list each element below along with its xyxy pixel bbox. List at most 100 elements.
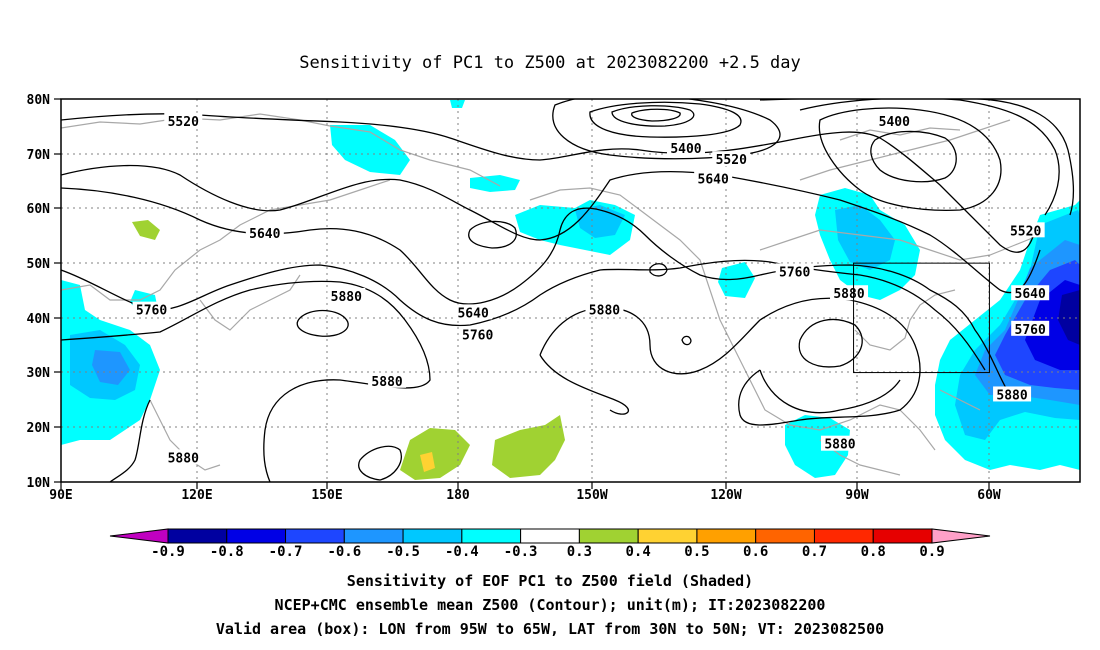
lon-tick-label: 150E bbox=[311, 488, 342, 503]
contour-label: 5880 bbox=[824, 438, 855, 453]
contour-label: 5760 bbox=[779, 265, 810, 280]
colorbar-swatch bbox=[520, 528, 580, 544]
contour-closed-2 bbox=[468, 220, 517, 249]
shade-green-3 bbox=[492, 415, 565, 478]
contour-label-bg bbox=[875, 112, 914, 128]
contour-label-bg bbox=[245, 225, 284, 241]
contour-5400-arctic bbox=[589, 101, 742, 138]
colorbar-label: -0.9 bbox=[151, 544, 185, 560]
contour-5880-gulf bbox=[759, 369, 901, 414]
lon-tick-label: 60W bbox=[977, 488, 1001, 503]
colorbar-label: 0.5 bbox=[684, 544, 709, 560]
colorbar-swatch bbox=[872, 528, 933, 544]
shade-asia-mid bbox=[92, 350, 130, 385]
valid-area-box bbox=[853, 262, 990, 374]
colorbar-label: -0.7 bbox=[269, 544, 303, 560]
contour-label-bg bbox=[164, 449, 203, 465]
contour-closed-3 bbox=[649, 263, 668, 277]
shade-gulf-cyan bbox=[785, 415, 850, 478]
colorbar-label: -0.4 bbox=[445, 544, 479, 560]
z500-contours bbox=[61, 99, 1075, 482]
colorbar-swatch bbox=[813, 528, 874, 544]
contour-closed-4 bbox=[681, 335, 692, 346]
lat-tick-label: 40N bbox=[27, 312, 51, 327]
colorbar-label: -0.3 bbox=[504, 544, 538, 560]
contour-5880-mid bbox=[539, 354, 630, 415]
colorbar-left-arrow bbox=[109, 528, 169, 544]
shade-arctic-cyan-3 bbox=[450, 100, 465, 108]
contour-label: 5880 bbox=[168, 451, 199, 466]
contour-label: 5640 bbox=[698, 172, 729, 187]
sensitivity-shading bbox=[61, 100, 1080, 480]
colorbar-swatch bbox=[343, 528, 404, 544]
contour-label-bg bbox=[132, 301, 171, 317]
contour-label: 5880 bbox=[833, 287, 864, 302]
shade-arctic-cyan-1 bbox=[330, 125, 410, 175]
caption-line-2: NCEP+CMC ensemble mean Z500 (Contour); u… bbox=[274, 596, 826, 614]
map-frame bbox=[60, 98, 1081, 483]
contour-label: 5760 bbox=[136, 304, 167, 319]
contour-5520-ne-outer bbox=[799, 99, 1060, 216]
contour-label-bg bbox=[327, 287, 366, 303]
lon-tick-label: 180 bbox=[446, 488, 470, 503]
colorbar-label: -0.6 bbox=[327, 544, 361, 560]
contour-label-bg bbox=[993, 386, 1032, 402]
contour-label-bg bbox=[164, 112, 203, 128]
contour-5880 bbox=[61, 280, 431, 482]
lon-tick-label: 120E bbox=[181, 488, 212, 503]
lon-tick-label: 150W bbox=[576, 488, 607, 503]
colorbar-swatch bbox=[402, 528, 463, 544]
contour-label: 5880 bbox=[996, 388, 1027, 403]
contour-label-bg bbox=[775, 263, 814, 279]
contour-label-bg bbox=[1006, 222, 1045, 238]
contour-closed-6 bbox=[358, 445, 402, 481]
contour-label-bg bbox=[1011, 285, 1050, 301]
shade-canada-light bbox=[835, 205, 895, 270]
contour-5280-arctic bbox=[611, 105, 695, 127]
contour-label: 5880 bbox=[371, 375, 402, 390]
contour-label-bg bbox=[666, 140, 705, 156]
contour-label: 5640 bbox=[1015, 287, 1046, 302]
contour-label: 5520 bbox=[1010, 224, 1041, 239]
contour-5760 bbox=[61, 259, 986, 371]
contour-5520 bbox=[61, 113, 1036, 253]
colorbar-label: 0.9 bbox=[919, 544, 944, 560]
colorbar-swatch bbox=[226, 528, 287, 544]
shade-green-1 bbox=[132, 220, 160, 240]
contour-label: 5400 bbox=[879, 115, 910, 130]
caption-line-3: Valid area (box): LON from 95W to 65W, L… bbox=[215, 620, 885, 638]
colorbar-label: 0.6 bbox=[743, 544, 768, 560]
lon-tick-label: 120W bbox=[710, 488, 741, 503]
caption-line-1: Sensitivity of EOF PC1 to Z500 field (Sh… bbox=[346, 572, 754, 590]
lat-tick-label: 80N bbox=[27, 93, 51, 108]
contour-labels: 5520 5400 5520 5640 5400 5520 5640 5880 5760 5640… bbox=[132, 112, 1050, 466]
colorbar-label: 0.8 bbox=[861, 544, 886, 560]
colorbar-right-arrow bbox=[931, 528, 991, 544]
lat-tick-label: 20N bbox=[27, 421, 51, 436]
contour-label-bg bbox=[830, 285, 869, 301]
contour-5400-ne bbox=[818, 107, 1002, 211]
contour-label: 5880 bbox=[589, 304, 620, 319]
contour-5160-arctic bbox=[631, 108, 681, 122]
lat-tick-label: 60N bbox=[27, 202, 51, 217]
contour-5520-arctic bbox=[552, 99, 781, 160]
contour-label: 5640 bbox=[457, 306, 488, 321]
contour-label: 5400 bbox=[670, 142, 701, 157]
shade-yellow-1 bbox=[420, 452, 435, 472]
shade-west-cyan bbox=[718, 262, 755, 298]
contour-5880-west bbox=[109, 399, 151, 482]
lat-tick-label: 50N bbox=[27, 257, 51, 272]
contour-label: 5760 bbox=[462, 328, 493, 343]
contour-closed-5 bbox=[798, 318, 863, 368]
colorbar-swatch bbox=[578, 528, 639, 544]
map-panel: 5520 5400 5520 5640 5400 5520 5640 5880 5760 5640… bbox=[60, 98, 1081, 483]
colorbar-swatch bbox=[285, 528, 345, 544]
figure-title: Sensitivity of PC1 to Z500 at 2023082200… bbox=[299, 53, 801, 73]
contour-label-bg bbox=[694, 170, 733, 186]
contour-label: 5760 bbox=[1015, 323, 1046, 338]
contour-label: 5640 bbox=[249, 227, 280, 242]
lat-tick-label: 30N bbox=[27, 366, 51, 381]
colorbar-swatch bbox=[696, 528, 757, 544]
contour-label: 5520 bbox=[168, 115, 199, 130]
